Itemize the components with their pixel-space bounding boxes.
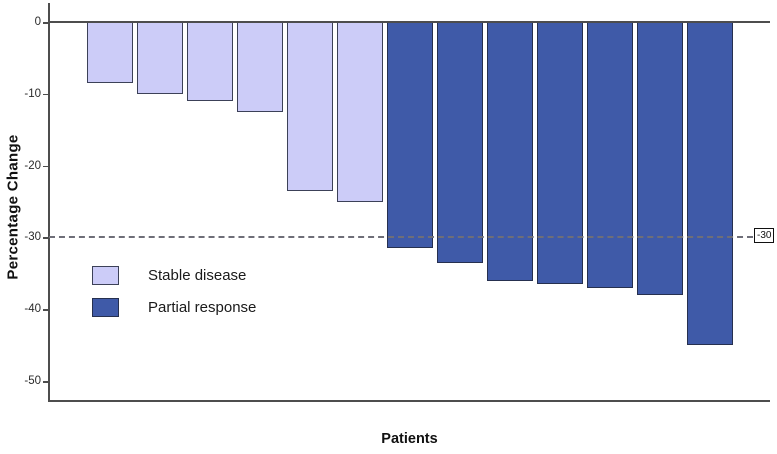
y-tick-label: -30 bbox=[24, 231, 41, 244]
y-tick-label: -20 bbox=[24, 159, 41, 172]
bar-partial-response bbox=[437, 22, 483, 263]
bar-partial-response bbox=[487, 22, 533, 281]
y-tick-label: -50 bbox=[24, 375, 41, 387]
legend: Stable disease Partial response bbox=[92, 266, 256, 330]
y-tick-label: -10 bbox=[24, 87, 41, 100]
y-tick-mark bbox=[43, 22, 48, 24]
y-tick-label: 0 bbox=[34, 16, 41, 28]
y-tick-label: -40 bbox=[24, 303, 41, 316]
bar-partial-response bbox=[587, 22, 633, 288]
zero-baseline bbox=[49, 21, 770, 23]
legend-label-partial-response: Partial response bbox=[148, 299, 257, 316]
y-tick-mark bbox=[43, 93, 48, 96]
bar-stable-disease bbox=[187, 22, 233, 101]
legend-item-stable-disease: Stable disease bbox=[92, 266, 256, 285]
legend-swatch-stable-disease bbox=[92, 266, 119, 285]
bar-stable-disease bbox=[87, 22, 133, 83]
bar-stable-disease bbox=[287, 22, 333, 191]
bar-partial-response bbox=[687, 22, 733, 346]
bar-stable-disease bbox=[137, 22, 183, 94]
bar-partial-response bbox=[637, 22, 683, 295]
x-axis-line bbox=[48, 400, 770, 402]
y-tick-mark bbox=[43, 309, 48, 311]
reference-line-dashed bbox=[49, 236, 753, 239]
reference-line-label: -30 bbox=[754, 228, 775, 243]
y-axis-line bbox=[48, 3, 50, 401]
x-axis-title: Patients bbox=[381, 431, 438, 447]
legend-item-partial-response: Partial response bbox=[92, 298, 256, 317]
legend-label-stable-disease: Stable disease bbox=[148, 267, 247, 284]
bar-stable-disease bbox=[337, 22, 383, 202]
legend-swatch-partial-response bbox=[92, 298, 119, 317]
bar-partial-response bbox=[387, 22, 433, 249]
y-tick-mark bbox=[43, 381, 48, 383]
bar-stable-disease bbox=[237, 22, 283, 112]
y-tick-mark bbox=[43, 237, 48, 239]
y-tick-mark bbox=[43, 165, 48, 168]
bar-partial-response bbox=[537, 22, 583, 285]
